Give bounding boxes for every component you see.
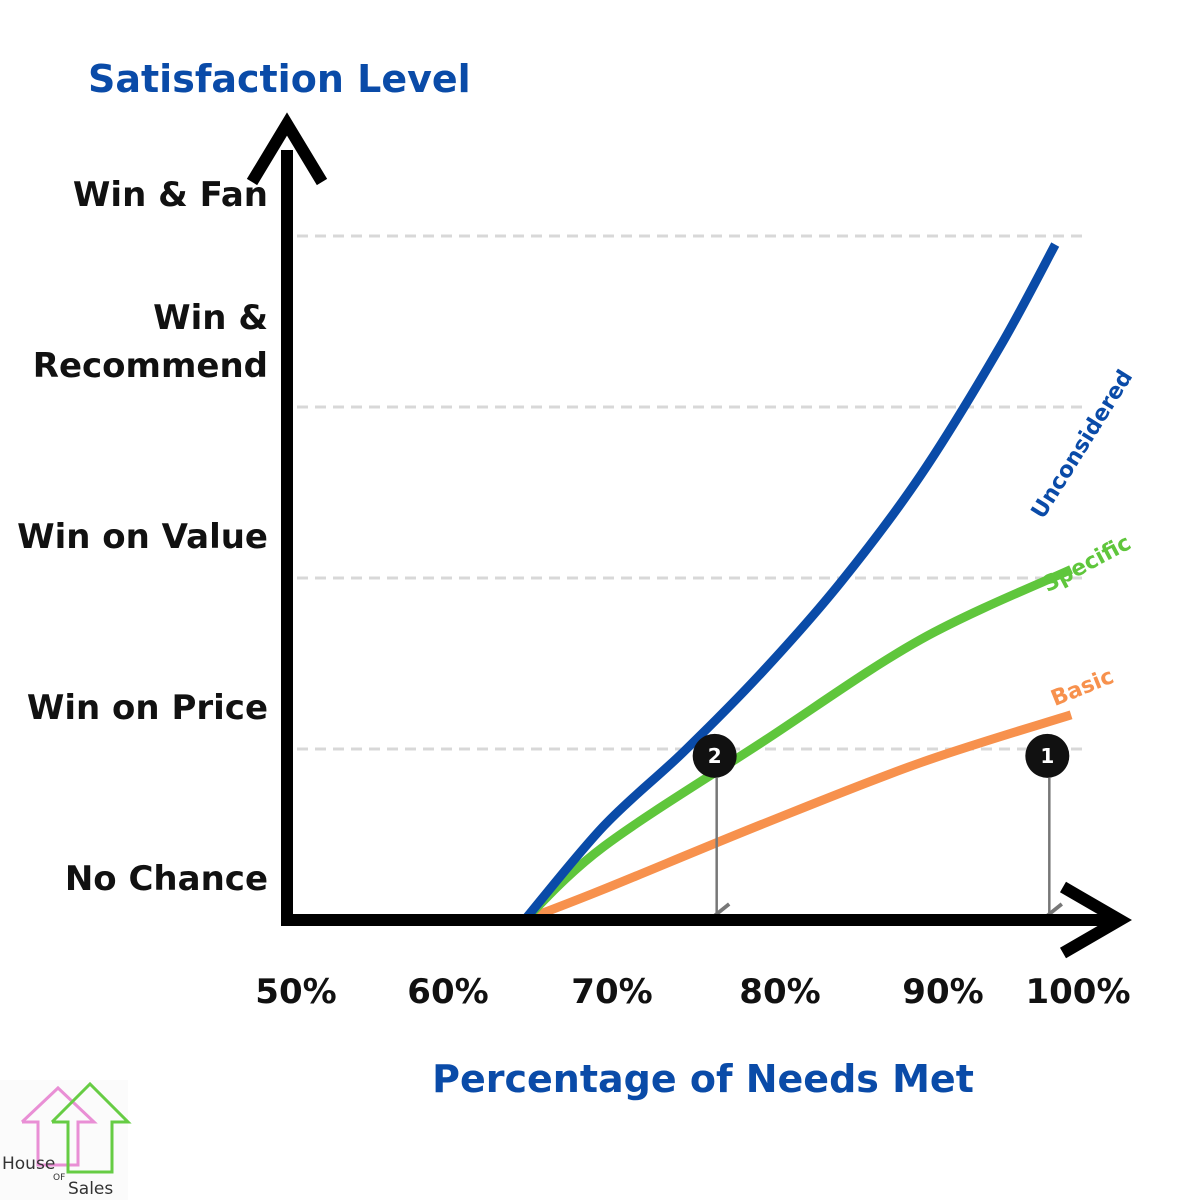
logo-of-text: OF bbox=[53, 1173, 65, 1183]
x-tick-label-0: 50% bbox=[255, 972, 336, 1012]
marker-circle-1 bbox=[1025, 733, 1070, 778]
series-line-unconsidered bbox=[521, 242, 1060, 923]
x-tick-label-2: 70% bbox=[571, 972, 652, 1012]
series-layer bbox=[521, 242, 1073, 925]
series-label-unconsidered: Unconsidered bbox=[1027, 366, 1138, 524]
y-axis-arrowhead bbox=[246, 112, 328, 186]
series-labels: Basic Specific Unconsidered bbox=[1027, 366, 1138, 712]
series-label-basic: Basic bbox=[1048, 664, 1118, 712]
green-house-outline bbox=[50, 1081, 132, 1174]
marker-label-2: 2 bbox=[708, 744, 722, 768]
x-tick-labels: 50% 60% 70% 80% 90% 100% bbox=[255, 972, 1130, 1012]
y-level-labels: No Chance Win on Price Win on Value Win & Re… bbox=[17, 175, 268, 899]
x-tick-label-5: 100% bbox=[1025, 972, 1130, 1012]
marker-label-1: 1 bbox=[1040, 744, 1054, 768]
x-axis-arrowhead bbox=[1059, 881, 1132, 959]
marker-circle-2 bbox=[692, 733, 737, 778]
marker-layer: 12 bbox=[692, 733, 1070, 926]
level-label-1: Win on Price bbox=[27, 688, 268, 728]
level-label-0: No Chance bbox=[65, 859, 268, 899]
level-label-3: Win & Recommend bbox=[33, 298, 268, 386]
logo-sales-text: Sales bbox=[68, 1179, 113, 1199]
series-line-specific bbox=[521, 565, 1073, 924]
x-axis-title: Percentage of Needs Met bbox=[432, 1057, 974, 1101]
x-tick-label-3: 80% bbox=[739, 972, 820, 1012]
series-label-specific: Specific bbox=[1038, 531, 1135, 598]
level-label-2: Win on Value bbox=[17, 517, 268, 557]
y-axis-title: Satisfaction Level bbox=[88, 57, 471, 101]
x-tick-label-1: 60% bbox=[407, 972, 488, 1012]
level-label-4: Win & Fan bbox=[73, 175, 268, 215]
series-line-basic bbox=[522, 710, 1073, 925]
house-of-sales-logo: House OF Sales bbox=[0, 1080, 132, 1200]
logo-house-text: House bbox=[2, 1154, 55, 1174]
x-tick-label-4: 90% bbox=[902, 972, 983, 1012]
gridlines bbox=[297, 234, 1082, 751]
pink-house-outline bbox=[20, 1085, 98, 1167]
axes bbox=[246, 112, 1132, 959]
